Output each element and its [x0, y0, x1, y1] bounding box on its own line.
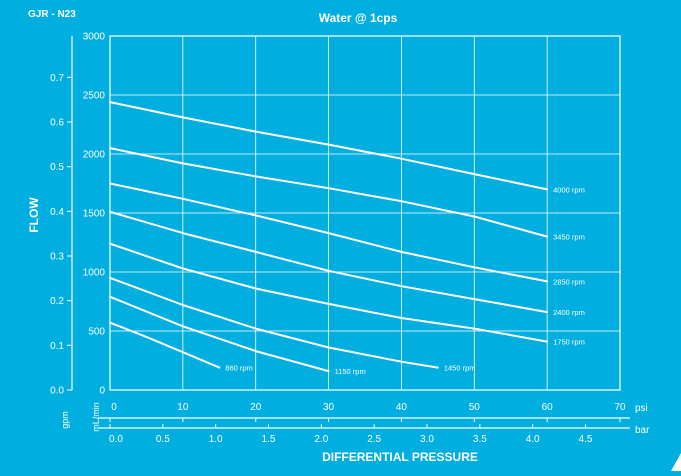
series-line-1450-rpm — [109, 276, 439, 369]
series-line-1750-rpm — [109, 242, 549, 343]
model-label: GJR - N23 — [28, 9, 76, 20]
series-line-1150-rpm — [109, 295, 330, 373]
y-axis-title: FLOW — [27, 197, 41, 233]
y-mlmin-tick-label: 2000 — [83, 150, 106, 161]
x-bar-tick-label: 1.0 — [209, 434, 223, 445]
x-bar-tick-label: 4.0 — [526, 434, 540, 445]
series-label-3450-rpm: 3450 rpm — [553, 233, 585, 242]
series-line-2850-rpm — [109, 182, 549, 283]
y-mlmin-tick-label: 3000 — [83, 32, 106, 43]
y-mlmin-tick-label: 0 — [99, 386, 105, 397]
x-bar-tick-label: 4.5 — [579, 434, 593, 445]
series-label-1450-rpm: 1450 rpm — [444, 364, 476, 373]
grid — [109, 35, 621, 391]
axes — [67, 36, 630, 429]
series-label-1150-rpm: 1150 rpm — [335, 367, 366, 376]
gpm-unit-label: gpm — [60, 411, 70, 429]
y-mlmin-tick-label: 2500 — [83, 91, 106, 102]
y-gpm-tick-label: 0.1 — [50, 341, 64, 352]
y-gpm-tick-label: 0.6 — [50, 117, 64, 128]
y-gpm-tick-label: 0.4 — [50, 207, 64, 218]
series-line-4000-rpm — [109, 101, 549, 191]
y-gpm-tick-label: 0.7 — [50, 73, 64, 84]
y-gpm-tick-label: 0.0 — [50, 386, 64, 397]
series-label-2400-rpm: 2400 rpm — [553, 308, 585, 317]
x-psi-tick-label: 50 — [469, 402, 481, 413]
series-label-4000-rpm: 4000 rpm — [553, 185, 585, 194]
mlmin-unit-label: mL/min — [91, 402, 101, 432]
x-psi-tick-label: 40 — [396, 402, 408, 413]
series-line-2400-rpm — [109, 210, 549, 314]
x-bar-tick-label: 1.5 — [262, 434, 276, 445]
x-bar-tick-label: 0.0 — [109, 434, 123, 445]
x-psi-tick-label: 10 — [177, 402, 189, 413]
x-psi-tick-label: 30 — [323, 402, 335, 413]
y-mlmin-tick-label: 1000 — [83, 268, 106, 279]
x-bar-tick-label: 2.5 — [367, 434, 381, 445]
x-bar-tick-label: 3.0 — [420, 434, 434, 445]
x-axis-title: DIFFERENTIAL PRESSURE — [322, 450, 478, 464]
x-psi-tick-label: 0 — [111, 402, 117, 413]
series-line-3450-rpm — [109, 147, 549, 238]
psi-unit-label: psi — [635, 403, 648, 414]
x-bar-tick-label: 3.5 — [473, 434, 487, 445]
y-gpm-tick-label: 0.5 — [50, 162, 64, 173]
x-psi-tick-label: 70 — [614, 402, 626, 413]
x-bar-tick-label: 0.5 — [156, 434, 170, 445]
series-label-2850-rpm: 2850 rpm — [553, 277, 585, 286]
x-psi-tick-label: 60 — [542, 402, 554, 413]
y-gpm-tick-label: 0.2 — [50, 296, 64, 307]
bar-unit-label: bar — [635, 425, 650, 436]
series-labels: 4000 rpm 3450 rpm 2850 rpm 2400 rpm 1750 rpm… — [225, 185, 585, 376]
y-gpm-tick-label: 0.3 — [50, 251, 64, 262]
page-corner-decoration — [671, 453, 681, 471]
y-mlmin-tick-label: 1500 — [83, 209, 106, 220]
series-lines — [109, 101, 549, 373]
series-line-860-rpm — [109, 321, 221, 369]
chart-title: Water @ 1cps — [319, 11, 398, 25]
series-label-1750-rpm: 1750 rpm — [553, 338, 585, 347]
y-mlmin-tick-label: 500 — [88, 327, 105, 338]
series-label-860-rpm: 860 rpm — [225, 364, 253, 373]
x-psi-tick-label: 20 — [250, 402, 262, 413]
tick-labels: 0500100015002000250030000.00.10.20.30.40… — [50, 32, 626, 446]
x-bar-tick-label: 2.0 — [314, 434, 328, 445]
